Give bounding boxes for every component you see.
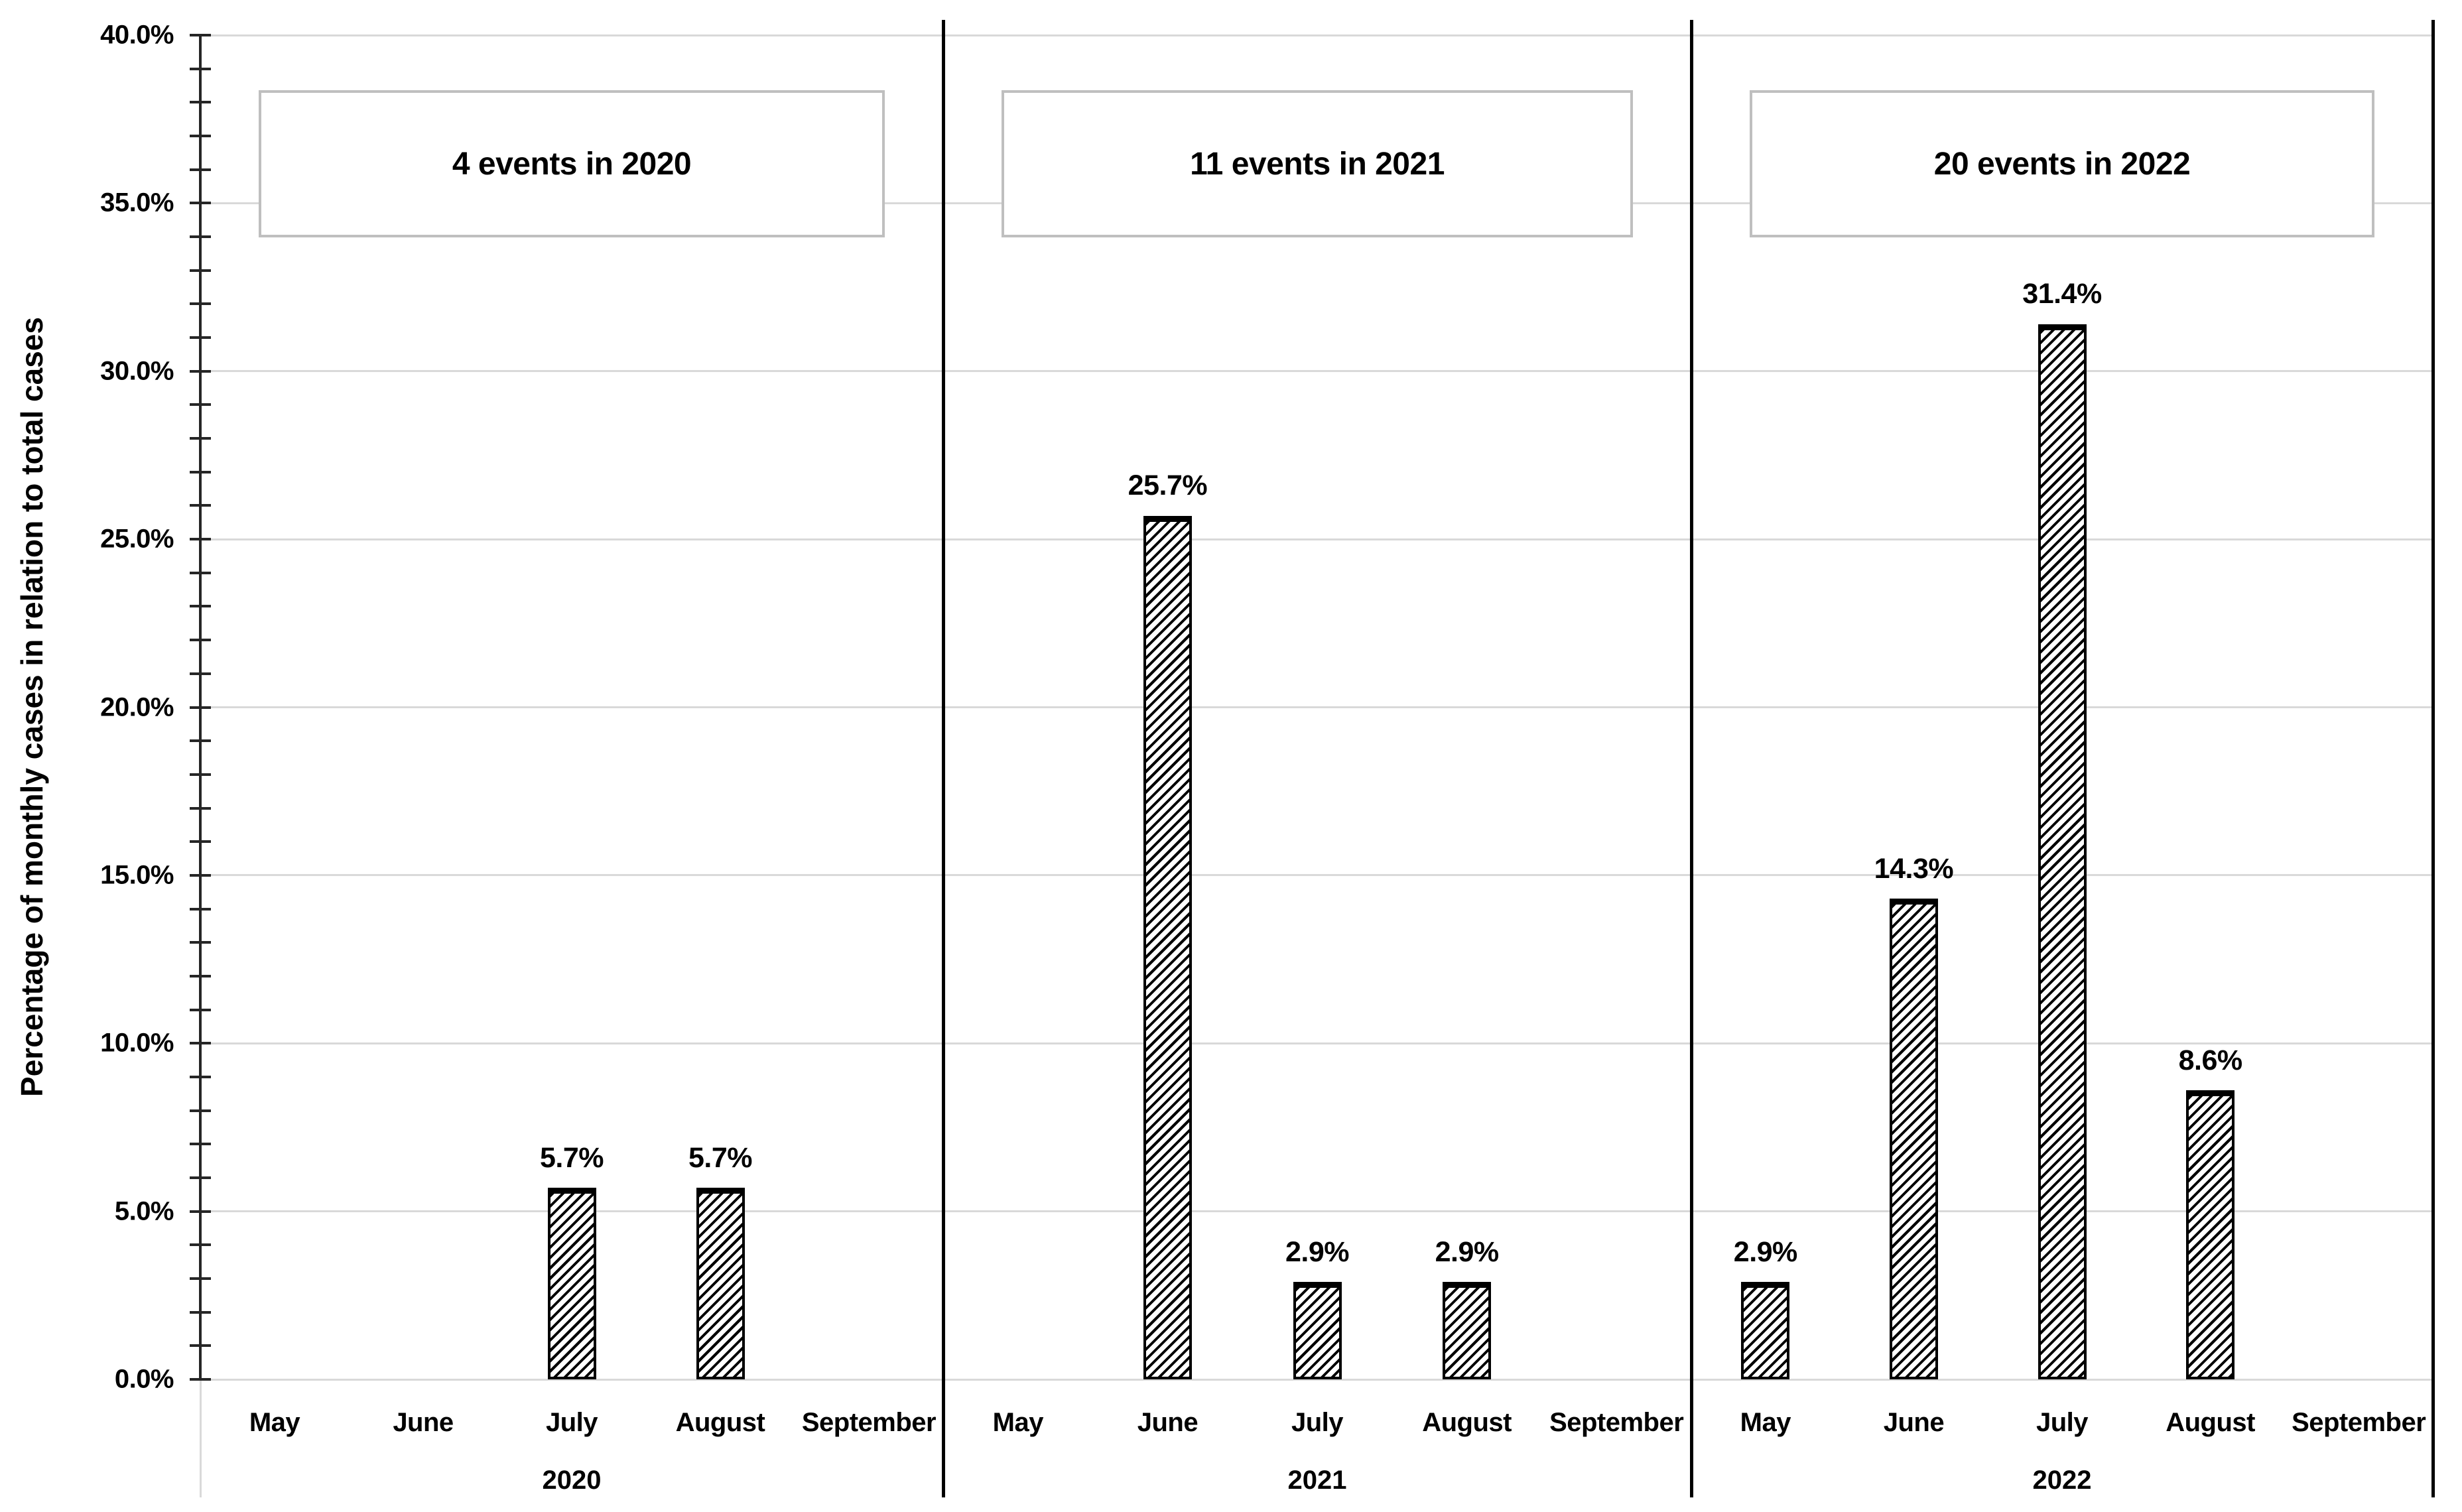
month-axis-label: August bbox=[675, 1407, 765, 1437]
month-axis-label: September bbox=[2292, 1407, 2426, 1437]
month-axis-label: June bbox=[1137, 1407, 1199, 1437]
y-gridline bbox=[200, 874, 2433, 877]
y-tick-label: 10.0% bbox=[100, 1028, 174, 1058]
bar-value-label: 2.9% bbox=[1285, 1235, 1350, 1268]
events-annotation-text: 4 events in 2020 bbox=[452, 146, 692, 182]
y-gridline bbox=[200, 370, 2433, 373]
events-annotation-text: 20 events in 2022 bbox=[1933, 146, 2191, 182]
events-annotation-box: 4 events in 2020 bbox=[259, 90, 885, 237]
hatched-bar bbox=[1889, 899, 1938, 1379]
hatched-bar bbox=[1741, 1282, 1790, 1379]
events-annotation-box: 11 events in 2021 bbox=[1002, 90, 1633, 237]
year-axis-label: 2020 bbox=[542, 1465, 602, 1495]
month-axis-label: May bbox=[992, 1407, 1044, 1437]
year-axis-label: 2021 bbox=[1287, 1465, 1347, 1495]
bar-value-label: 5.7% bbox=[688, 1141, 753, 1174]
bar-value-label: 2.9% bbox=[1733, 1235, 1798, 1268]
hatched-bar bbox=[2186, 1090, 2235, 1379]
year-axis-label: 2022 bbox=[2032, 1465, 2092, 1495]
month-axis-label: September bbox=[1549, 1407, 1684, 1437]
bar-value-label: 2.9% bbox=[1435, 1235, 1500, 1268]
y-tick-label: 40.0% bbox=[100, 20, 174, 50]
hatched-bar bbox=[1293, 1282, 1342, 1379]
hatched-bar bbox=[696, 1188, 745, 1379]
events-annotation-box: 20 events in 2022 bbox=[1750, 90, 2374, 237]
bar-value-label: 5.7% bbox=[539, 1141, 604, 1174]
y-tick-label: 5.0% bbox=[114, 1196, 174, 1226]
bar-value-label: 31.4% bbox=[2022, 278, 2102, 310]
y-axis-line bbox=[199, 35, 202, 1379]
month-axis-label: June bbox=[1883, 1407, 1945, 1437]
month-axis-label: May bbox=[1740, 1407, 1791, 1437]
events-annotation-text: 11 events in 2021 bbox=[1190, 146, 1445, 182]
month-axis-label: July bbox=[2036, 1407, 2089, 1437]
y-tick-label: 20.0% bbox=[100, 692, 174, 722]
month-axis-label: July bbox=[545, 1407, 598, 1437]
year-panel-separator bbox=[941, 20, 945, 1497]
y-gridline bbox=[200, 538, 2433, 540]
y-tick-label: 15.0% bbox=[100, 860, 174, 890]
y-axis-extension bbox=[199, 1379, 202, 1497]
hatched-bar bbox=[1143, 515, 1192, 1379]
y-gridline bbox=[200, 1378, 2433, 1381]
month-axis-label: August bbox=[2166, 1407, 2255, 1437]
year-panel-separator bbox=[2431, 20, 2435, 1497]
bar-value-label: 25.7% bbox=[1128, 470, 1208, 502]
y-gridline bbox=[200, 706, 2433, 708]
y-tick-label: 30.0% bbox=[100, 356, 174, 386]
hatched-bar bbox=[2038, 324, 2087, 1379]
y-axis-tick bbox=[190, 1378, 211, 1381]
y-tick-label: 35.0% bbox=[100, 188, 174, 218]
hatched-bar bbox=[547, 1188, 596, 1379]
y-tick-label: 0.0% bbox=[114, 1364, 174, 1394]
y-tick-label: 25.0% bbox=[100, 524, 174, 554]
y-gridline bbox=[200, 34, 2433, 36]
month-axis-label: August bbox=[1422, 1407, 1512, 1437]
hatched-bar bbox=[1443, 1282, 1492, 1379]
month-axis-label: May bbox=[249, 1407, 300, 1437]
month-axis-label: June bbox=[393, 1407, 454, 1437]
year-panel-separator bbox=[1689, 20, 1693, 1497]
month-axis-label: September bbox=[801, 1407, 937, 1437]
bar-value-label: 14.3% bbox=[1874, 852, 1954, 885]
y-gridline bbox=[200, 1210, 2433, 1213]
y-gridline bbox=[200, 1042, 2433, 1044]
bar-value-label: 8.6% bbox=[2178, 1044, 2243, 1076]
month-axis-label: July bbox=[1291, 1407, 1344, 1437]
